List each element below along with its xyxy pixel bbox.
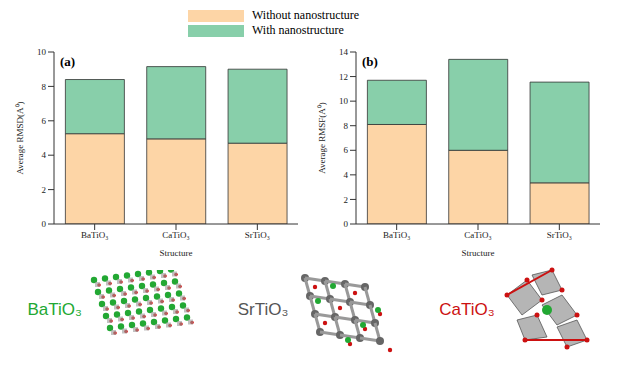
svg-text:0: 0 bbox=[344, 219, 349, 229]
svg-text:CaTiO₃: CaTiO₃ bbox=[464, 230, 491, 240]
svg-text:10: 10 bbox=[339, 96, 349, 106]
svg-text:4: 4 bbox=[42, 150, 47, 160]
svg-text:Structure: Structure bbox=[160, 248, 193, 258]
svg-text:Structure: Structure bbox=[462, 248, 495, 258]
html-text:With nanostructure: With nanostructure bbox=[252, 23, 344, 37]
html-text:(a): (a) bbox=[60, 54, 76, 69]
svg-text:SrTiO₃: SrTiO₃ bbox=[245, 230, 270, 240]
html-text:SrTiO₃: SrTiO₃ bbox=[237, 300, 289, 319]
svg-text:10: 10 bbox=[37, 47, 47, 57]
html-text:(b): (b) bbox=[362, 54, 378, 69]
svg-text:6: 6 bbox=[42, 116, 47, 126]
svg-text:2: 2 bbox=[344, 195, 349, 205]
svg-text:SrTiO₃: SrTiO₃ bbox=[547, 230, 572, 240]
svg-text:Average RMSF(A⁰): Average RMSF(A⁰) bbox=[317, 102, 327, 174]
html-text:CaTiO₃: CaTiO₃ bbox=[439, 300, 495, 319]
svg-text:12: 12 bbox=[339, 72, 348, 82]
svg-text:BaTiO₃: BaTiO₃ bbox=[383, 230, 410, 240]
svg-text:8: 8 bbox=[42, 82, 47, 92]
svg-text:6: 6 bbox=[344, 145, 349, 155]
svg-text:Average RMSD(A⁰): Average RMSD(A⁰) bbox=[15, 101, 25, 174]
html-text:Without nanostructure: Without nanostructure bbox=[252, 8, 360, 22]
svg-text:2: 2 bbox=[42, 185, 47, 195]
svg-text:CaTiO₃: CaTiO₃ bbox=[162, 230, 189, 240]
html-text:BaTiO₃: BaTiO₃ bbox=[27, 300, 82, 319]
svg-text:4: 4 bbox=[344, 170, 349, 180]
svg-text:0: 0 bbox=[42, 219, 47, 229]
svg-text:8: 8 bbox=[344, 121, 349, 131]
svg-text:14: 14 bbox=[339, 47, 349, 57]
svg-text:BaTiO₃: BaTiO₃ bbox=[81, 230, 108, 240]
